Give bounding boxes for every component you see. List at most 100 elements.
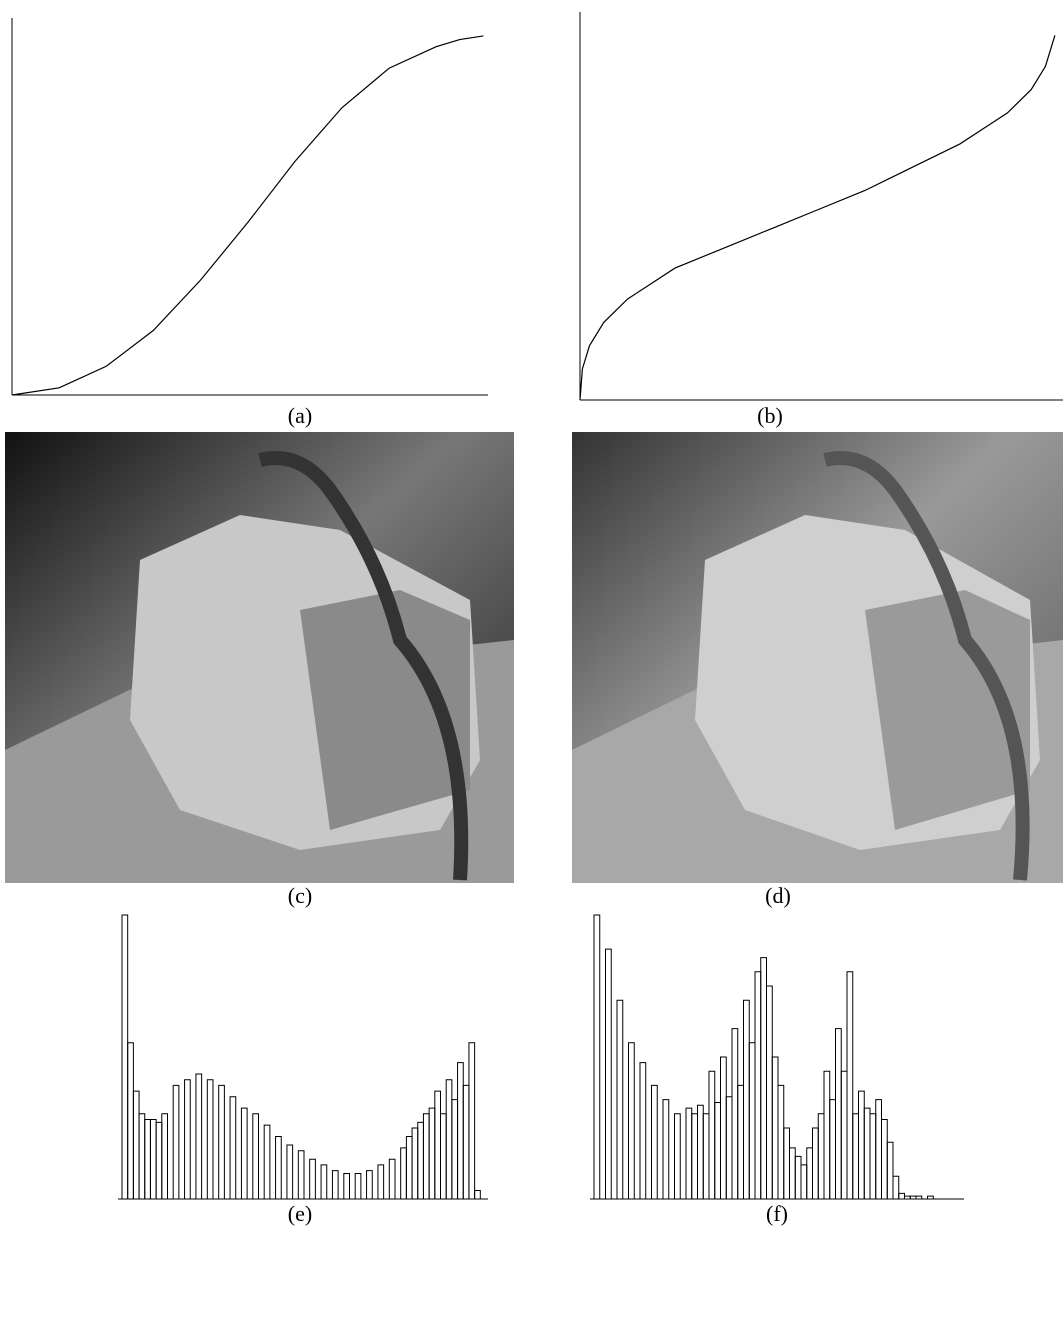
caption: (f) xyxy=(766,1201,788,1226)
histogram-bin xyxy=(401,1148,407,1199)
caption: (a) xyxy=(288,403,312,428)
histogram-bin xyxy=(423,1114,429,1199)
histogram-bin xyxy=(652,1085,658,1199)
histogram-bin xyxy=(818,1114,824,1199)
histogram-bin xyxy=(241,1108,247,1199)
histogram-bin xyxy=(452,1100,458,1199)
histogram-bin xyxy=(389,1159,395,1199)
histogram-bin xyxy=(813,1128,819,1199)
curve xyxy=(580,35,1055,400)
histogram-bin xyxy=(864,1108,870,1199)
histogram-bin xyxy=(640,1063,646,1199)
histogram-bin xyxy=(767,986,773,1199)
histogram-bin xyxy=(253,1114,259,1199)
histogram-bin xyxy=(332,1171,338,1199)
histogram-bin xyxy=(790,1148,796,1199)
histogram-bin xyxy=(755,972,761,1199)
histogram-bin xyxy=(663,1100,669,1199)
histogram-bin xyxy=(749,1043,755,1199)
histogram-bin xyxy=(726,1097,732,1199)
histogram-bin xyxy=(795,1156,801,1199)
histogram-bin xyxy=(703,1114,709,1199)
figure: (c) (d) (a) (b) (e) (f) xyxy=(0,0,1063,1322)
histogram-bin xyxy=(310,1159,316,1199)
histogram-bin xyxy=(772,1057,778,1199)
histogram-bin xyxy=(344,1173,350,1199)
histogram-bin xyxy=(778,1085,784,1199)
histogram-bin xyxy=(629,1043,635,1199)
histogram-bin xyxy=(150,1119,156,1199)
histogram-bin xyxy=(418,1122,424,1199)
histogram-bin xyxy=(830,1100,836,1199)
histogram-bin xyxy=(893,1176,899,1199)
histogram-bin xyxy=(219,1085,225,1199)
histogram-bin xyxy=(276,1137,282,1199)
histogram-bin xyxy=(870,1114,876,1199)
histogram-bin xyxy=(887,1142,893,1199)
histogram-bin xyxy=(859,1091,865,1199)
histogram-bin xyxy=(406,1137,412,1199)
caption: (c) xyxy=(288,883,312,908)
histogram-bin xyxy=(429,1108,435,1199)
caption: (e) xyxy=(288,1201,312,1226)
histogram-bin xyxy=(122,915,128,1199)
caption: (b) xyxy=(757,403,783,428)
histogram-bin xyxy=(732,1029,738,1199)
histogram-bin xyxy=(836,1029,842,1199)
histogram-bin xyxy=(264,1125,270,1199)
histogram-bin xyxy=(458,1063,464,1199)
histogram-bin xyxy=(876,1100,882,1199)
histogram-bin xyxy=(128,1043,134,1199)
histogram-bin xyxy=(853,1114,859,1199)
histogram-bin xyxy=(446,1080,452,1199)
histogram-bin xyxy=(721,1057,727,1199)
histogram-bin xyxy=(185,1080,191,1199)
histogram-bin xyxy=(761,958,767,1199)
histogram-bin xyxy=(133,1091,139,1199)
histogram-bin xyxy=(715,1102,721,1199)
histogram-bin xyxy=(709,1071,715,1199)
histogram-bin xyxy=(617,1000,623,1199)
histogram-bin xyxy=(686,1108,692,1199)
histogram-bin xyxy=(847,972,853,1199)
histogram-bin xyxy=(139,1114,145,1199)
histogram-bin xyxy=(412,1128,418,1199)
histogram-bin xyxy=(475,1190,481,1199)
curve xyxy=(12,36,483,395)
histogram-bin xyxy=(230,1097,236,1199)
histogram-bin xyxy=(145,1119,151,1199)
page: (c) (d) (a)(b)(e)(f) (() => { const data… xyxy=(0,0,1063,1322)
histogram-bin xyxy=(355,1173,361,1199)
histogram-bin xyxy=(441,1114,447,1199)
photo-d xyxy=(572,432,1063,883)
histogram-bin xyxy=(435,1091,441,1199)
histogram-bin xyxy=(156,1122,162,1199)
histogram-bin xyxy=(594,915,600,1199)
histogram-bin xyxy=(606,949,612,1199)
histogram-bin xyxy=(784,1128,790,1199)
histogram-bin xyxy=(367,1171,373,1199)
histogram-bin xyxy=(675,1114,681,1199)
histogram-bin xyxy=(378,1165,384,1199)
histogram-bin xyxy=(298,1151,304,1199)
histogram-bin xyxy=(207,1080,213,1199)
histogram-bin xyxy=(824,1071,830,1199)
histogram-bin xyxy=(321,1165,327,1199)
histogram-bin xyxy=(463,1085,469,1199)
histogram-bin xyxy=(287,1145,293,1199)
histogram-bin xyxy=(173,1085,179,1199)
caption: (d) xyxy=(765,883,791,908)
histogram-bin xyxy=(744,1000,750,1199)
histogram-bin xyxy=(162,1114,168,1199)
histogram-bin xyxy=(882,1119,888,1199)
histogram-bin xyxy=(469,1043,475,1199)
histogram-bin xyxy=(738,1085,744,1199)
histogram-bin xyxy=(196,1074,202,1199)
photo-c xyxy=(5,432,514,883)
histogram-bin xyxy=(899,1193,905,1199)
histogram-bin xyxy=(807,1148,813,1199)
histogram-bin xyxy=(698,1105,704,1199)
histogram-bin xyxy=(841,1071,847,1199)
histogram-bin xyxy=(692,1114,698,1199)
histogram-bin xyxy=(801,1165,807,1199)
